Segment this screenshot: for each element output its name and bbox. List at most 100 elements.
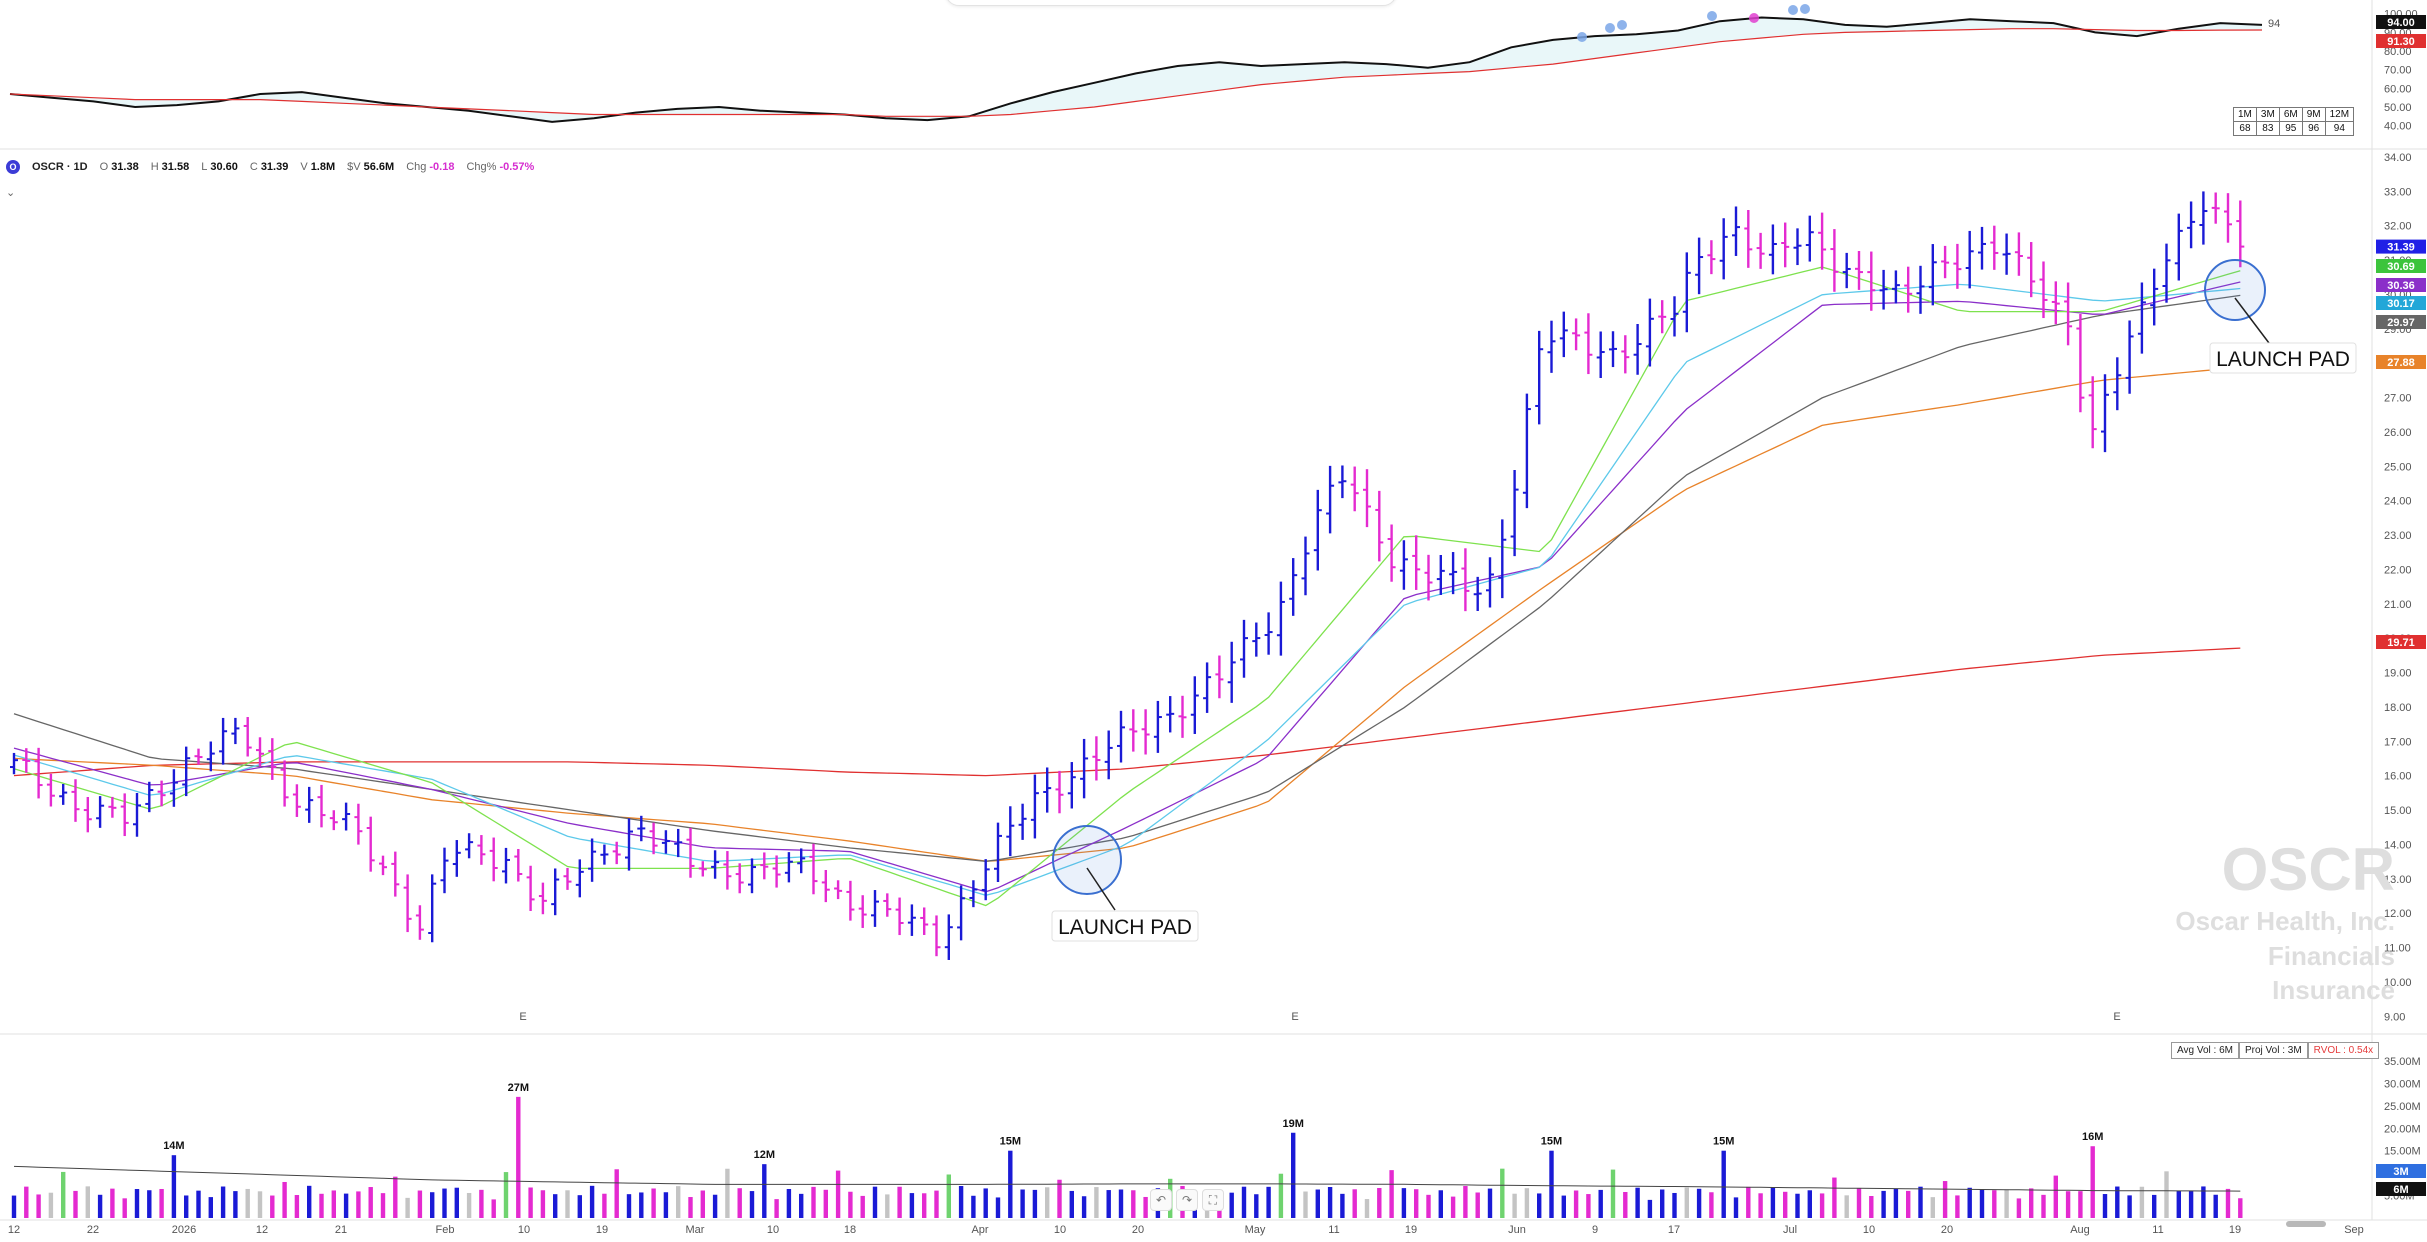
price-bar [1719,218,1728,280]
volume-bar [737,1188,742,1218]
volume-bar [2041,1194,2046,1218]
price-y-tick: 17.00 [2384,736,2412,748]
x-axis-tick: Sep [2344,1224,2364,1236]
price-y-tick: 32.00 [2384,221,2412,233]
volume-proj-tag: 3M [2393,1166,2408,1178]
volume-bar [184,1195,189,1218]
volume-bar [2102,1194,2108,1218]
price-bar [2039,261,2048,319]
avg-volume-label: Avg Vol : 6M [2171,1042,2239,1059]
volume-bar [245,1188,250,1218]
volume-bar [2004,1189,2009,1218]
x-axis-tick: 10 [767,1224,779,1236]
price-bar [10,752,18,775]
volume-bar [774,1199,779,1218]
volume-bar [24,1186,29,1218]
last-price-tag: 31.39 [2387,242,2415,254]
volume-bar [159,1188,164,1218]
launch-pad-circle [2204,259,2266,321]
volume-spike-label: 12M [754,1149,775,1161]
price-bar [1891,270,1900,304]
volume-readout: V 1.8M [300,161,336,173]
crosshair-icon[interactable]: ⛶ [1202,1189,1224,1211]
volume-bar [577,1195,582,1218]
price-bar [1658,300,1667,334]
price-bar [1842,252,1851,289]
price-bar [2187,201,2196,249]
ma-value-tag: 27.88 [2387,357,2415,369]
price-bar [1449,552,1458,595]
price-y-tick: 13.00 [2384,874,2412,886]
volume-bar [946,1174,951,1218]
volume-bar [786,1189,792,1218]
volume-bar [1032,1189,1038,1218]
volume-bar [1918,1186,1923,1218]
price-y-tick: 14.00 [2384,839,2412,851]
volume-bar [1340,1193,1345,1218]
price-y-tick: 9.00 [2384,1011,2405,1023]
price-bar [760,852,769,880]
volume-bar [2225,1188,2231,1218]
price-bar [379,855,387,876]
price-bar [1621,335,1630,374]
volume-bar [2238,1198,2243,1218]
volume-bar [897,1186,902,1218]
price-bar [1153,700,1162,753]
volume-bar [61,1171,66,1218]
price-bar [477,835,486,865]
volume-spike-label: 19M [1282,1118,1303,1130]
price-bar [280,760,289,807]
price-bar [452,840,461,877]
volume-bar [257,1191,263,1218]
price-bar [2137,282,2146,354]
price-bar [538,882,547,915]
chevron-down-icon[interactable]: ⌄ [6,187,16,199]
x-axis-tick: Jun [1508,1224,1526,1236]
price-bar [2199,191,2208,245]
price-bar [83,796,92,833]
symbol-badge[interactable]: O [6,160,20,174]
scrollbar-thumb[interactable] [2286,1221,2326,1227]
price-bar [661,830,670,854]
price-bar [415,905,424,940]
volume-bar [343,1193,349,1218]
volume-bar [2029,1188,2034,1218]
price-bar [907,904,916,936]
volume-bar [134,1189,140,1218]
volume-bar [1684,1187,1689,1218]
launch-pad-box [1051,910,1199,942]
symbol-label[interactable]: OSCR · 1D [32,161,88,173]
volume-bar [36,1194,41,1218]
volume-bar [1598,1189,1603,1218]
volume-bar [233,1191,238,1218]
ma-value-tag: 19.71 [2387,637,2415,649]
volume-bar [1377,1188,1382,1218]
price-bar [1732,206,1740,256]
earnings-marker: E [1291,1011,1298,1023]
price-bar [206,741,215,772]
volume-y-tick: 20.00M [2384,1123,2421,1135]
rs-new-high-dot [1605,23,1615,33]
price-bar [600,844,609,865]
volume-bar [1094,1187,1099,1218]
ma-value-tag: 30.69 [2387,261,2415,273]
rs-y-tick: 60.00 [2384,83,2412,95]
price-bar [243,717,252,757]
price-y-tick: 24.00 [2384,496,2412,508]
moving-average-line [13,281,2241,893]
price-y-tick: 10.00 [2384,977,2412,989]
volume-bar [1500,1168,1505,1218]
rs-value-3m: 83 [2255,121,2280,136]
redo-icon[interactable]: ↷ [1176,1189,1198,1211]
x-axis-tick: 9 [1592,1224,1598,1236]
price-bar [1301,536,1310,596]
volume-spike-label: 15M [1541,1136,1562,1148]
moving-average-line [13,266,2241,907]
undo-icon[interactable]: ↶ [1150,1189,1172,1211]
price-bar [920,907,929,935]
rs-y-tick: 80.00 [2384,46,2412,58]
volume-bar [1967,1187,1972,1218]
volume-bar [1315,1189,1320,1218]
open-readout: O 31.38 [99,161,139,173]
